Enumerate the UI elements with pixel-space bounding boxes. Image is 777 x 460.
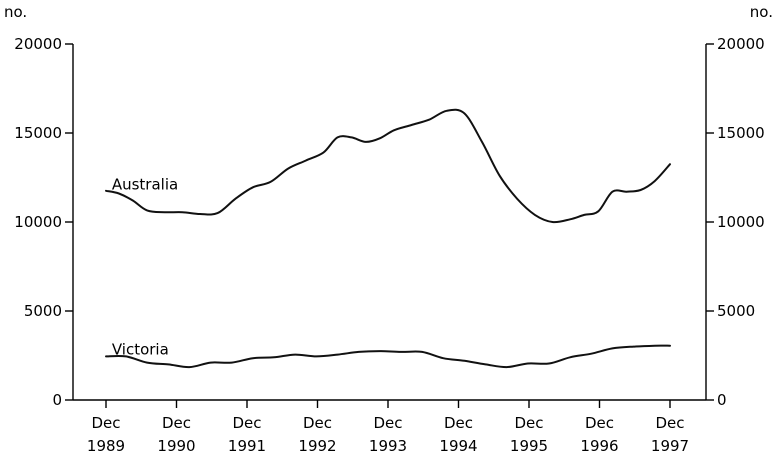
x-tick-label-year: 1989 [87, 437, 125, 455]
y-tick-label-left: 20000 [14, 35, 62, 53]
x-tick-label-year: 1990 [157, 437, 195, 455]
y-tick-label-left: 0 [52, 391, 62, 409]
x-tick-label-month: Dec [303, 414, 332, 432]
x-tick-label-year: 1995 [510, 437, 548, 455]
x-tick-label-year: 1993 [369, 437, 407, 455]
x-tick-label-month: Dec [585, 414, 614, 432]
x-tick-label-year: 1994 [439, 437, 477, 455]
x-tick-label-month: Dec [91, 414, 120, 432]
y-tick-label-right: 0 [717, 391, 727, 409]
x-tick-label-month: Dec [162, 414, 191, 432]
x-tick-label-year: 1996 [580, 437, 618, 455]
y-tick-label-left: 10000 [14, 213, 62, 231]
x-tick-label-month: Dec [444, 414, 473, 432]
series-layer: Australia Victoria [105, 108, 671, 369]
y-tick-label-left: 15000 [14, 124, 62, 142]
series-line-victoria [105, 344, 671, 369]
series-label-victoria: Victoria [112, 340, 169, 358]
x-tick-label-month: Dec [514, 414, 543, 432]
series-line-australia [105, 108, 671, 224]
y-tick-label-right: 20000 [717, 35, 765, 53]
x-tick-label-year: 1997 [651, 437, 689, 455]
y-tick-label-left: 5000 [24, 302, 62, 320]
y-axis-ticks: 0 0 5000 5000 10000 10000 15000 15000 20000 20000 [14, 35, 764, 409]
y-tick-label-right: 10000 [717, 213, 765, 231]
y-tick-label-right: 15000 [717, 124, 765, 142]
y-tick-label-right: 5000 [717, 302, 755, 320]
x-tick-label-year: 1992 [298, 437, 336, 455]
left-axis-unit: no. [4, 3, 27, 21]
x-tick-label-month: Dec [655, 414, 684, 432]
series-label-australia: Australia [112, 176, 178, 194]
x-tick-label-year: 1991 [228, 437, 266, 455]
x-tick-label-month: Dec [373, 414, 402, 432]
x-axis-ticks: Dec 1989 Dec 1990 Dec 1991 Dec 1992 Dec 1993 Dec 19… [87, 400, 689, 455]
right-axis-unit: no. [750, 3, 773, 21]
x-tick-label-month: Dec [232, 414, 261, 432]
